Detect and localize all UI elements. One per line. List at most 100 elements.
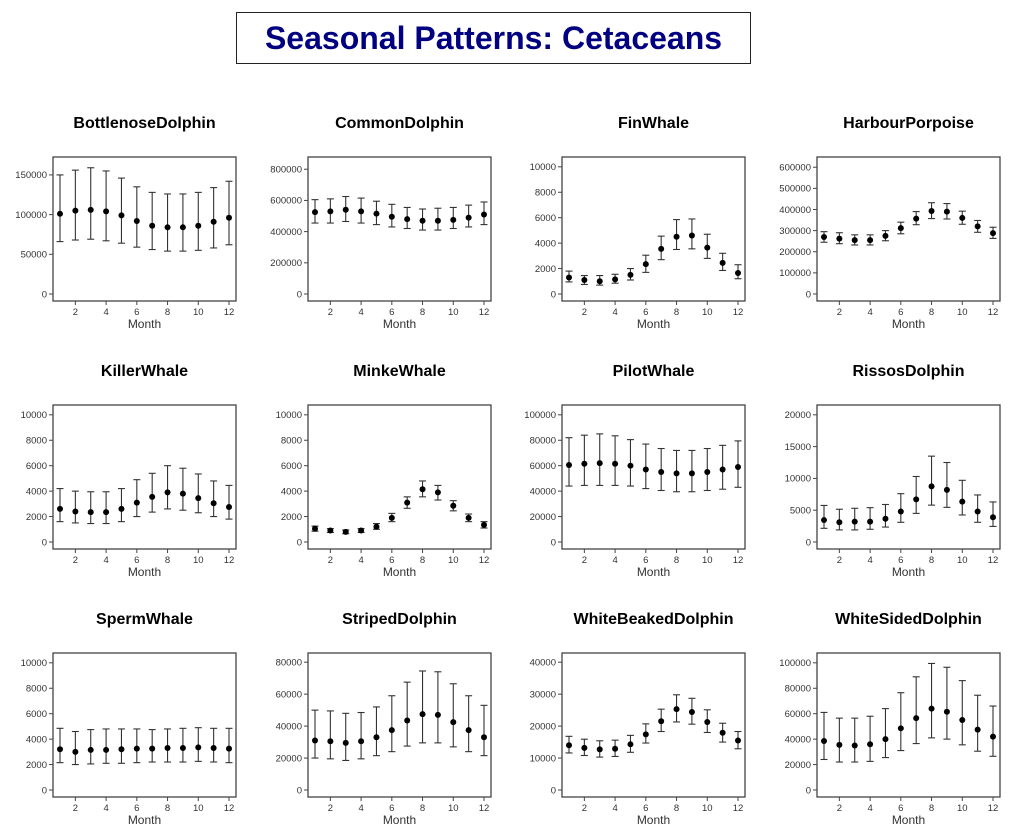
x-tick-label: 10 [702,803,713,814]
y-tick-label: 60000 [276,689,302,700]
plot-frame [307,652,492,798]
error-bar [419,670,427,744]
data-point [72,508,79,515]
error-bar [866,507,874,530]
data-point [673,233,680,240]
error-bar [133,479,141,518]
x-axis-label: Month [892,813,925,827]
error-bar [102,728,110,764]
error-bar [897,493,905,523]
data-point [312,525,318,532]
y-tick-label: 20000 [530,721,556,732]
page-title: Seasonal Patterns: Cetaceans [264,19,723,56]
x-axis-label: Month [892,317,925,331]
y-tick-label: 0 [806,785,811,796]
x-tick-label: 12 [224,307,235,318]
data-point [627,741,634,748]
x-tick-label: 6 [389,803,394,814]
x-axis-label: Month [637,317,670,331]
error-bar [958,479,966,516]
error-bar [449,683,457,748]
x-axis-label: Month [383,317,416,331]
y-tick-label: 2000 [26,512,47,523]
x-tick-label: 8 [420,555,425,566]
data-point [226,504,232,511]
x-tick-label: 2 [582,307,587,318]
x-tick-label: 10 [448,803,459,814]
error-bar [580,434,588,486]
data-point [57,746,63,753]
y-tick-label: 0 [297,537,302,548]
x-tick-label: 4 [358,803,363,814]
x-tick-label: 10 [702,307,713,318]
x-tick-label: 12 [479,803,490,814]
y-tick-label: 20000 [276,753,302,764]
y-tick-label: 60000 [785,709,811,720]
x-tick-label: 6 [643,555,648,566]
chart-title: MinkeWhale [353,363,446,380]
data-point [149,493,156,500]
error-bar [117,177,125,244]
data-point [210,500,217,507]
x-tick-label: 4 [867,555,872,566]
error-bar [881,503,889,528]
x-tick-label: 6 [898,555,903,566]
data-point [388,727,395,734]
data-point [673,470,680,477]
error-bar [928,455,936,506]
plot-frame [52,652,237,798]
data-point [210,745,217,752]
data-point [974,223,981,230]
y-tick-label: 0 [42,785,47,796]
error-bar [179,193,187,252]
data-point [118,746,125,753]
y-tick-label: 600000 [779,163,811,174]
data-point [719,729,726,736]
data-point [465,727,472,734]
data-point [388,213,395,220]
data-point [465,514,472,521]
error-bar [210,480,218,518]
data-point [133,745,140,752]
chart-title: FinWhale [618,115,689,132]
data-point [990,514,996,521]
data-point [434,489,441,496]
x-tick-label: 2 [73,803,78,814]
x-tick-label: 8 [929,307,934,318]
data-point [419,711,426,718]
chart-panel-MinkeWhale: MinkeWhale 0 2000 4000 6000 8000 10000 2 4 6 8 10 12… [276,363,492,579]
data-point [974,726,981,733]
plot-frame [561,652,746,798]
y-tick-label: 100000 [524,410,556,421]
y-tick-label: 8000 [281,436,302,447]
error-bar [943,666,951,740]
error-bar [102,491,110,525]
error-bar [56,727,64,764]
x-tick-label: 4 [103,555,108,566]
data-point [821,738,827,745]
data-point [658,469,665,476]
data-point [358,208,365,215]
y-tick-label: 100000 [779,658,811,669]
chart-panel-PilotWhale: PilotWhale 0 20000 40000 60000 80000 100000 2 4 6… [524,363,746,579]
chart-panel-CommonDolphin: CommonDolphin 0 200000 400000 600000 800000 2 4… [270,115,492,331]
data-point [943,708,950,715]
data-point [404,499,411,506]
data-point [928,207,935,214]
y-tick-label: 0 [297,289,302,300]
data-point [72,748,79,755]
error-bar [851,717,859,763]
chart-panel-RissosDolphin: RissosDolphin 0 5000 10000 15000 20000 2 4 6 8 10 1… [785,363,1001,579]
data-point [959,498,966,505]
error-bar [164,465,172,510]
x-tick-label: 8 [929,555,934,566]
data-point [867,237,874,244]
y-tick-label: 2000 [281,512,302,523]
y-tick-label: 8000 [535,188,556,199]
error-bar [388,695,396,753]
error-bar [372,706,380,757]
chart-panel-WhiteBeakedDolphin: WhiteBeakedDolphin 0 10000 20000 30000 40000 2… [530,611,746,827]
data-point [179,224,186,231]
x-axis-label: Month [637,565,670,579]
error-bar [820,504,828,529]
